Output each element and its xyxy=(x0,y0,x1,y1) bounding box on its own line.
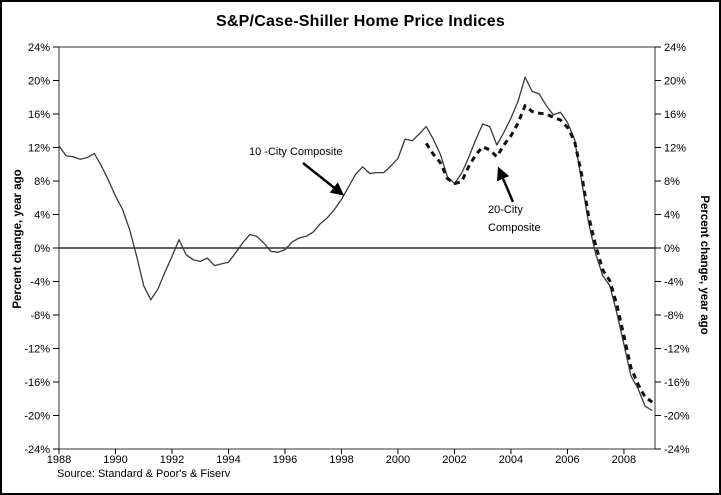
x-tick-label: 1998 xyxy=(329,454,353,466)
x-tick-label: 2002 xyxy=(442,454,466,466)
y-tick-label-left: 16% xyxy=(28,109,50,121)
source-note: Source: Standard & Poor's & Fiserv xyxy=(57,468,231,480)
x-tick-label: 1994 xyxy=(216,454,240,466)
y-tick-label-left: -20% xyxy=(24,411,50,423)
annotation-20-city-label: 20-City xyxy=(488,204,523,216)
y-tick-label-left: -8% xyxy=(30,310,50,322)
y-tick-label-right: -20% xyxy=(664,411,690,423)
y-tick-label-left: -4% xyxy=(30,277,50,289)
x-tick-label: 2004 xyxy=(499,454,523,466)
y-tick-label-right: -16% xyxy=(664,377,690,389)
y-tick-label-right: 0% xyxy=(664,243,680,255)
x-tick-label: 1996 xyxy=(273,454,297,466)
annotation-20-city-arrow xyxy=(497,166,515,203)
y-tick-label-left: -24% xyxy=(24,444,50,456)
y-tick-label-right: 24% xyxy=(664,42,686,54)
y-tick-label-right: -4% xyxy=(664,277,684,289)
y-tick-label-left: 12% xyxy=(28,143,50,155)
y-tick-label-right: 8% xyxy=(664,176,680,188)
annotation-20-city-label: Composite xyxy=(488,222,541,234)
y-tick-label-right: 12% xyxy=(664,143,686,155)
annotation-10-city-label: 10 -City Composite xyxy=(249,146,343,158)
y-tick-label-left: 0% xyxy=(34,243,50,255)
x-tick-label: 2006 xyxy=(555,454,579,466)
series-10-city-composite-line xyxy=(58,76,653,412)
y-tick-label-left: 4% xyxy=(34,210,50,222)
y-tick-label-right: 16% xyxy=(664,109,686,121)
y-tick-label-right: -8% xyxy=(664,310,684,322)
y-tick-label-right: -24% xyxy=(664,444,690,456)
y-tick-label-left: 20% xyxy=(28,76,50,88)
y-tick-label-left: -16% xyxy=(24,377,50,389)
y-tick-label-right: -12% xyxy=(664,344,690,356)
x-tick-label: 1992 xyxy=(160,454,184,466)
y-tick-label-left: 24% xyxy=(28,42,50,54)
y-tick-label-left: -12% xyxy=(24,344,50,356)
y-tick-label-left: 8% xyxy=(34,176,50,188)
x-tick-label: 2008 xyxy=(612,454,636,466)
x-tick-label: 1990 xyxy=(103,454,127,466)
y-tick-label-right: 4% xyxy=(664,210,680,222)
chart-title: S&P/Case-Shiller Home Price Indices xyxy=(216,13,505,30)
x-tick-label: 2000 xyxy=(386,454,410,466)
series-20-city-composite-line xyxy=(424,104,654,404)
annotation-10-city-arrow xyxy=(302,162,345,196)
x-tick-label: 1988 xyxy=(47,454,71,466)
y-tick-label-right: 20% xyxy=(664,76,686,88)
